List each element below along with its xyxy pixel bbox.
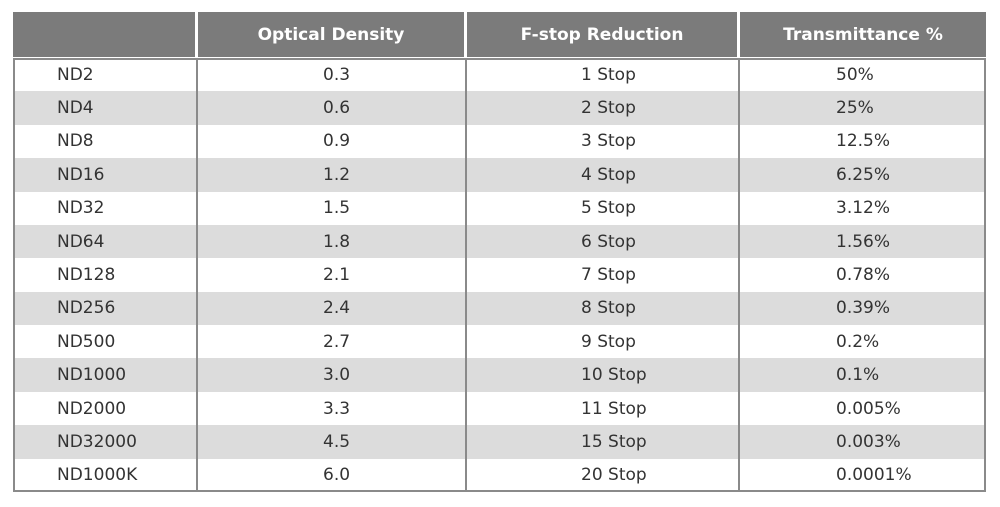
table-border	[13, 58, 986, 492]
table-cell: 0.003%	[836, 431, 901, 452]
table-cell: 0.78%	[836, 264, 891, 285]
table-cell: 5 Stop	[581, 198, 636, 219]
table-cell: 25%	[836, 98, 874, 119]
row-band	[13, 358, 986, 392]
row-band	[13, 291, 986, 326]
table-cell: ND32	[57, 198, 105, 219]
column-divider	[196, 58, 198, 492]
table-cell: 8 Stop	[581, 298, 636, 319]
table-cell: 50%	[836, 64, 874, 85]
header-cell	[13, 12, 195, 57]
table-cell: 0.005%	[836, 398, 901, 419]
table-cell: 1.8	[323, 231, 351, 252]
table-cell: 4.5	[323, 431, 351, 452]
table-cell: 2.7	[323, 331, 351, 352]
table-cell: ND2	[57, 64, 94, 85]
table-cell: 6 Stop	[581, 231, 636, 252]
table-cell: 3.12%	[836, 198, 891, 219]
table-cell: 2.4	[323, 298, 351, 319]
table-cell: 7 Stop	[581, 264, 636, 285]
table-cell: 2.1	[323, 264, 351, 285]
table-cell: 0.2%	[836, 331, 880, 352]
column-divider	[465, 58, 467, 492]
table-cell: 0.39%	[836, 298, 891, 319]
table-cell: 0.6	[323, 98, 351, 119]
table-cell: 4 Stop	[581, 164, 636, 185]
table-cell: 0.0001%	[836, 465, 912, 486]
table-cell: ND500	[57, 331, 116, 352]
table-cell: ND4	[57, 98, 94, 119]
table-cell: ND256	[57, 298, 116, 319]
table-cell: 6.0	[323, 465, 351, 486]
table-cell: 11 Stop	[581, 398, 647, 419]
table-cell: 0.9	[323, 131, 351, 152]
table-cell: 6.25%	[836, 164, 891, 185]
table-cell: 1.2	[323, 164, 351, 185]
table-cell: ND32000	[57, 431, 137, 452]
table-cell: ND128	[57, 264, 116, 285]
table-cell: 2 Stop	[581, 98, 636, 119]
table-cell: ND2000	[57, 398, 127, 419]
table-cell: 1.5	[323, 198, 351, 219]
row-band	[13, 158, 986, 192]
table-cell: 12.5%	[836, 131, 891, 152]
table-cell: 1 Stop	[581, 64, 636, 85]
header-cell: F-stop Reduction	[467, 12, 737, 57]
table-cell: 9 Stop	[581, 331, 636, 352]
table-cell: ND16	[57, 164, 105, 185]
table-cell: 3.0	[323, 365, 351, 386]
row-band	[13, 425, 986, 459]
table-cell: 0.3	[323, 64, 351, 85]
table-cell: 0.1%	[836, 365, 880, 386]
column-divider	[738, 58, 740, 492]
table-cell: 10 Stop	[581, 365, 647, 386]
table-cell: 3.3	[323, 398, 351, 419]
table-cell: ND1000	[57, 365, 127, 386]
row-band	[13, 91, 986, 125]
header-cell: Optical Density	[198, 12, 464, 57]
table-cell: ND1000K	[57, 465, 138, 486]
header-cell: Transmittance %	[740, 12, 986, 57]
table-cell: 1.56%	[836, 231, 891, 252]
table-cell: 15 Stop	[581, 431, 647, 452]
table-cell: 20 Stop	[581, 465, 647, 486]
table-cell: ND64	[57, 231, 105, 252]
table-cell: 3 Stop	[581, 131, 636, 152]
row-band	[13, 224, 986, 259]
table-cell: ND8	[57, 131, 94, 152]
